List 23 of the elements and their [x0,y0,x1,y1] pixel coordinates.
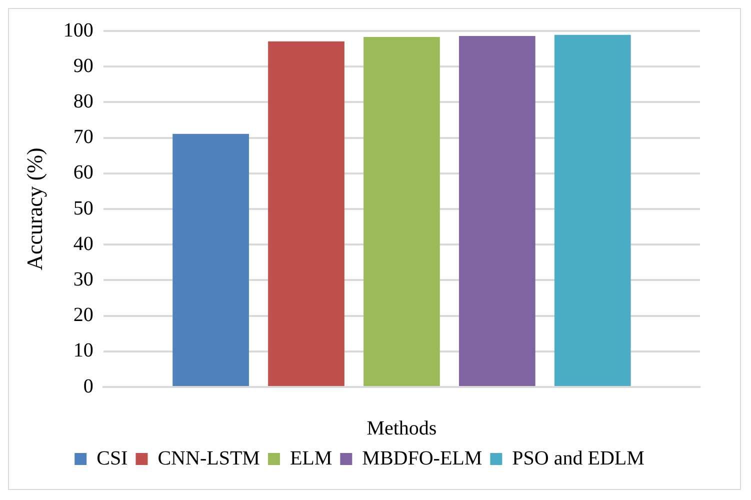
bar [268,41,344,386]
y-tick-label: 60 [73,162,94,184]
legend-label: CSI [96,447,128,470]
bar [172,134,249,386]
y-tick-label: 10 [73,340,94,362]
y-tick-label: 30 [73,268,94,290]
y-tick-label: 50 [73,197,94,220]
y-tick-label: 80 [73,90,94,112]
y-tick-label: 0 [83,375,94,398]
y-tick-label: 70 [73,126,94,148]
legend-label: PSO and EDLM [512,447,645,470]
y-tick-label: 100 [63,19,94,42]
y-tick-label: 40 [73,232,94,255]
y-tick-label: 90 [73,54,94,77]
y-tick-label: 20 [73,304,94,326]
bar [554,34,631,386]
bar [458,36,536,386]
x-axis-title: Methods [366,417,437,440]
legend-label: MBDFO-ELM [362,447,482,470]
legend-label: CNN-LSTM [158,447,260,470]
y-axis-title: Accuracy (%) [22,148,47,270]
bar [364,37,440,386]
legend-label: ELM [290,447,332,470]
